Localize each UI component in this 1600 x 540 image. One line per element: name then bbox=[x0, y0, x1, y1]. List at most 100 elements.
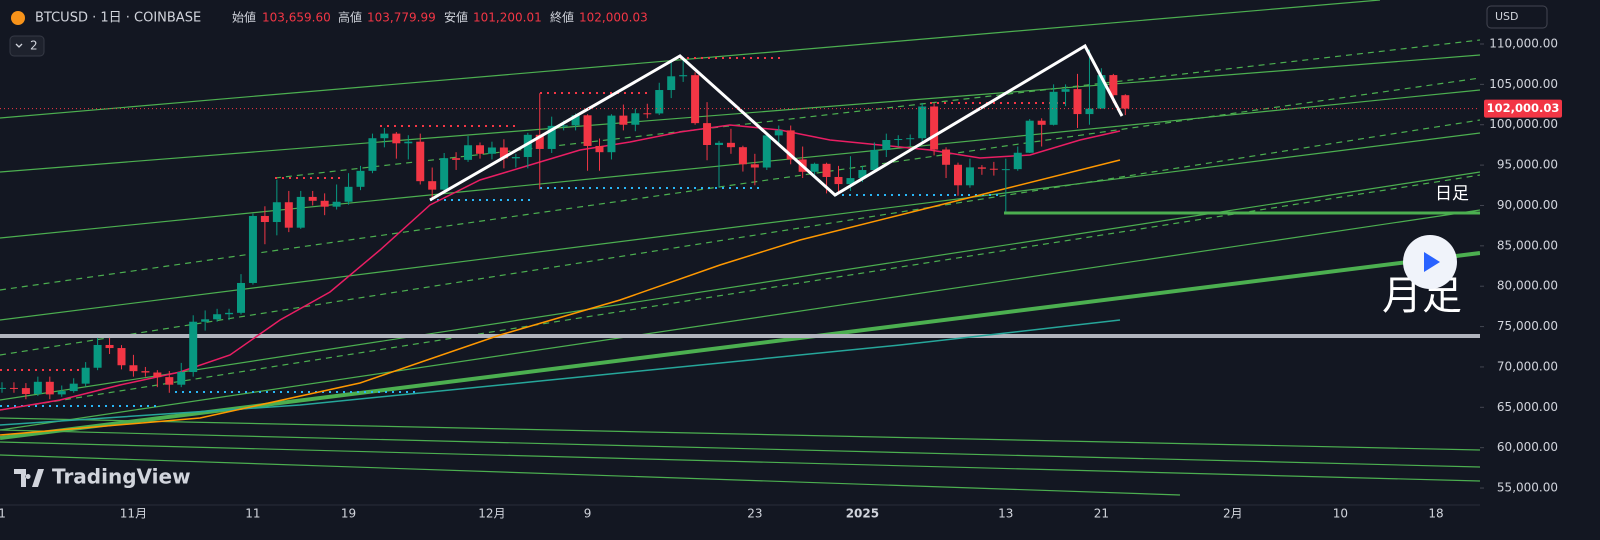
trend-line bbox=[0, 132, 1481, 321]
x-tick-label: 21 bbox=[1094, 507, 1109, 521]
candle-body bbox=[21, 388, 30, 394]
low-value: 101,200.01 bbox=[473, 11, 542, 25]
play-button[interactable] bbox=[1403, 235, 1457, 289]
candle-body bbox=[33, 381, 42, 394]
candle-body bbox=[989, 168, 998, 170]
y-tick-label: 55,000.00 bbox=[1497, 481, 1558, 495]
candle-body bbox=[1109, 75, 1118, 96]
trend-line bbox=[0, 209, 1481, 431]
candle-body bbox=[260, 215, 269, 223]
candle-body bbox=[595, 145, 604, 153]
candle-body bbox=[918, 106, 927, 139]
candle-body bbox=[1013, 152, 1022, 170]
candle-body bbox=[368, 138, 377, 171]
candle-body bbox=[523, 134, 532, 158]
symbol[interactable]: BTCUSD · 1日 · COINBASE bbox=[35, 11, 201, 26]
candle-body bbox=[213, 314, 222, 320]
candle-body bbox=[392, 133, 401, 144]
candles bbox=[0, 49, 1130, 400]
trend-line bbox=[0, 441, 1481, 482]
candle-body bbox=[69, 383, 78, 392]
candle-body bbox=[93, 344, 102, 368]
last-price-label: 102,000.03 bbox=[1487, 101, 1560, 115]
candle-body bbox=[452, 158, 461, 160]
close-value: 102,000.03 bbox=[579, 11, 648, 25]
candle-body bbox=[189, 321, 198, 373]
candle-body bbox=[679, 75, 688, 77]
candle-body bbox=[547, 125, 556, 149]
candle-body bbox=[810, 163, 819, 172]
candle-body bbox=[57, 391, 66, 395]
candle-body bbox=[464, 145, 473, 160]
candle-body bbox=[715, 142, 723, 146]
candle-body bbox=[571, 115, 580, 126]
candle-body bbox=[344, 186, 353, 202]
x-tick-label: 1 bbox=[0, 507, 6, 521]
trend-line bbox=[0, 119, 1481, 356]
x-tick-label: 18 bbox=[1428, 507, 1443, 521]
candle-body bbox=[607, 115, 616, 153]
currency-button[interactable]: USD bbox=[1486, 5, 1548, 29]
trend-line bbox=[0, 454, 1181, 496]
x-tick-label: 23 bbox=[747, 507, 762, 521]
candle-body bbox=[201, 319, 210, 322]
candle-body bbox=[846, 178, 855, 185]
zigzag-drawing bbox=[429, 43, 1124, 202]
x-tick-label: 11 bbox=[245, 507, 260, 521]
indicator-toggle[interactable]: 2 bbox=[9, 35, 45, 57]
candle-body bbox=[0, 387, 6, 389]
open-value: 103,659.60 bbox=[262, 11, 331, 25]
y-tick-label: 95,000.00 bbox=[1497, 158, 1558, 172]
candle-body bbox=[380, 133, 389, 139]
high-value: 103,779.99 bbox=[367, 11, 436, 25]
candle-body bbox=[965, 167, 974, 186]
currency: USD bbox=[1495, 10, 1519, 23]
candle-body bbox=[1061, 89, 1070, 92]
candle-body bbox=[272, 202, 281, 223]
y-tick-label: 110,000.00 bbox=[1489, 37, 1558, 51]
candle-body bbox=[882, 139, 891, 150]
candle-body bbox=[248, 215, 257, 283]
candle-body bbox=[870, 149, 879, 171]
y-tick-label: 100,000.00 bbox=[1489, 117, 1558, 131]
candle-body bbox=[487, 147, 496, 154]
candle-body bbox=[129, 365, 138, 372]
x-tick-label: 10 bbox=[1333, 507, 1348, 521]
moving-average bbox=[0, 159, 1121, 436]
trend-line bbox=[0, 171, 1481, 401]
last-price-box bbox=[1484, 99, 1562, 118]
candle-body bbox=[499, 147, 508, 159]
x-tick-label: 9 bbox=[584, 507, 592, 521]
candle-body bbox=[428, 181, 437, 190]
candle-body bbox=[786, 130, 795, 160]
candle-body bbox=[511, 157, 520, 159]
candle-body bbox=[942, 149, 951, 165]
candle-body bbox=[906, 138, 915, 140]
indicator-count: 2 bbox=[30, 39, 38, 53]
candle-body bbox=[416, 141, 425, 182]
x-tick-label: 2月 bbox=[1223, 507, 1243, 521]
x-tick-label: 19 bbox=[341, 507, 356, 521]
trend-line bbox=[0, 54, 1481, 173]
candle-body bbox=[81, 367, 90, 384]
price-axis bbox=[1480, 0, 1600, 540]
candle-body bbox=[1001, 169, 1010, 171]
open-label: 始値 bbox=[232, 10, 256, 25]
daily-label: 日足 bbox=[1435, 184, 1469, 204]
trend-line bbox=[0, 77, 1481, 291]
candle-body bbox=[117, 348, 126, 366]
candle-body bbox=[165, 377, 174, 385]
candle-body bbox=[296, 196, 305, 228]
trend-line bbox=[0, 417, 1481, 451]
candle-body bbox=[762, 135, 771, 168]
x-axis: 1 11月 11 19 12月 9 23 2025 13 21 2月 10 18 bbox=[0, 507, 1444, 521]
candle-body bbox=[535, 134, 544, 149]
y-tick-label: 75,000.00 bbox=[1497, 319, 1558, 333]
y-tick-label: 65,000.00 bbox=[1497, 400, 1558, 414]
y-tick-label: 90,000.00 bbox=[1497, 198, 1558, 212]
y-tick-label: 85,000.00 bbox=[1497, 238, 1558, 252]
candle-body bbox=[440, 158, 449, 190]
low-label: 安値 bbox=[444, 10, 468, 25]
candle-body bbox=[237, 282, 245, 313]
